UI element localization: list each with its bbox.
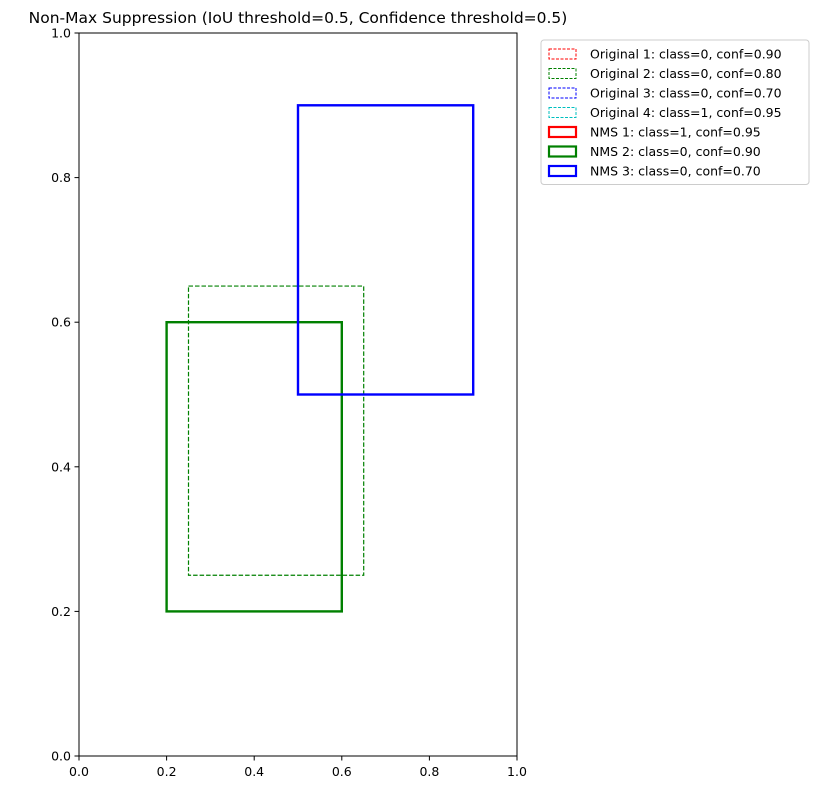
- axes-frame: [78, 32, 518, 757]
- x-tick-label: 0.4: [244, 764, 264, 779]
- y-tick-label: 0.4: [51, 459, 71, 474]
- x-tick-label: 0.6: [332, 764, 352, 779]
- legend-swatch: [548, 87, 577, 99]
- legend-swatch: [547, 164, 578, 178]
- legend-label: Original 1: class=0, conf=0.90: [590, 47, 782, 62]
- chart-title: Non-Max Suppression (IoU threshold=0.5, …: [29, 9, 568, 27]
- legend-swatch: [548, 68, 577, 79]
- legend: Original 1: class=0, conf=0.90 Original 2…: [540, 39, 810, 185]
- legend-label: NMS 3: class=0, conf=0.70: [590, 164, 761, 179]
- legend-swatch: [548, 107, 577, 118]
- y-tick-label: 1.0: [51, 26, 71, 41]
- legend-label: Original 2: class=0, conf=0.80: [590, 66, 782, 81]
- box-6: [165, 321, 344, 613]
- legend-swatch: [548, 48, 577, 60]
- legend-label: Original 3: class=0, conf=0.70: [590, 86, 782, 101]
- legend-label: NMS 2: class=0, conf=0.90: [590, 144, 761, 159]
- x-tick-label: 0.8: [419, 764, 439, 779]
- x-tick-label: 0.2: [157, 764, 177, 779]
- y-tick-label: 0.8: [51, 170, 71, 185]
- box-2: [187, 285, 365, 576]
- legend-swatch: [547, 145, 578, 158]
- plot-area: 0.0 0.2 0.4 0.6 0.8 1.0 0.0 0.2 0.4 0.6 0.8 1.0: [51, 26, 527, 780]
- legend-label: NMS 1: class=1, conf=0.95: [590, 125, 761, 140]
- legend-swatch: [547, 125, 578, 139]
- y-tick-label: 0.2: [51, 604, 71, 619]
- box-7: [296, 104, 475, 396]
- legend-label: Original 4: class=1, conf=0.95: [590, 105, 782, 120]
- legend-frame: [540, 39, 810, 185]
- x-tick-label: 1.0: [507, 764, 527, 779]
- y-tick-label: 0.0: [51, 749, 71, 764]
- y-tick-label: 0.6: [51, 315, 71, 330]
- x-tick-label: 0.0: [69, 764, 89, 779]
